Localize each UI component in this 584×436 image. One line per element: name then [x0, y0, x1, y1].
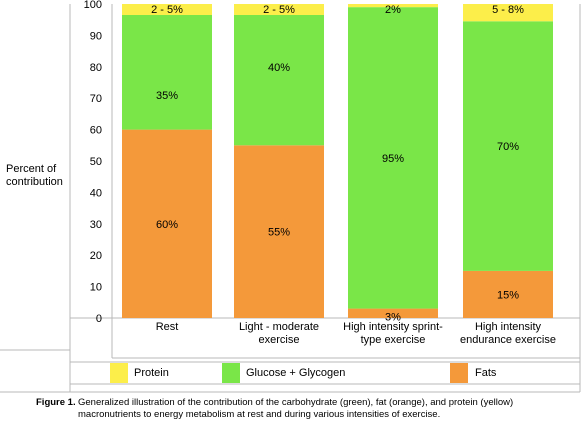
y-tick-label: 50: [90, 156, 102, 168]
bars-group: [122, 4, 553, 318]
bar-data-label: 70%: [497, 141, 519, 153]
bar-data-label: 40%: [268, 62, 290, 74]
category-label-light-moderate-exercise: Light - moderate exercise: [238, 321, 320, 346]
bar-data-label: 55%: [268, 227, 290, 239]
bar-protein: [122, 4, 212, 15]
bar-fats: [234, 145, 324, 318]
y-tick-labels: 0 10 20 30 40 50 60 70 80 90 100: [84, 0, 102, 325]
bar-data-label: 35%: [156, 90, 178, 102]
bar-labels-group: 60% 35% 2 - 5% 55% 40% 2 - 5% 3% 95% 2% 15% 70% 5 -…: [151, 4, 524, 324]
bar-data-label: 95%: [382, 153, 404, 165]
legend-label-protein: Protein: [134, 367, 169, 379]
legend: [110, 363, 468, 383]
figure-caption: Figure 1. Generalized illustration of th…: [36, 397, 578, 421]
category-label-high-intensity-endurance-exercise: High intensity endurance exercise: [459, 321, 556, 346]
bar-glucose-glycogen: [234, 14, 324, 146]
y-tick-label: 30: [90, 219, 102, 231]
bar-data-label: 3%: [385, 312, 401, 324]
bar-data-label: 60%: [156, 219, 178, 231]
bar-glucose-glycogen: [463, 21, 553, 271]
y-tick-label: 80: [90, 62, 102, 74]
legend-label-fats: Fats: [475, 367, 497, 379]
bar-data-label: 15%: [497, 289, 519, 301]
category-label-high-intensity-sprint-type-exercise: High intensity sprint-type exercise: [343, 321, 443, 346]
bar-data-label: 5 - 8%: [492, 4, 524, 16]
bar-glucose-glycogen: [122, 14, 212, 130]
bar-protein: [463, 4, 553, 22]
category-label-rest: Rest: [155, 321, 179, 333]
y-tick-label: 90: [90, 30, 102, 42]
bar-data-label: 2 - 5%: [263, 4, 295, 16]
bar-fats: [463, 270, 553, 318]
bar-fats: [122, 129, 212, 318]
bar-data-label: 2%: [385, 4, 401, 16]
bar-fats: [348, 308, 438, 318]
y-tick-label: 60: [90, 125, 102, 137]
figure-caption-label: Figure 1.: [36, 397, 76, 408]
bar-data-label: 2 - 5%: [151, 4, 183, 16]
figure-caption-text: Generalized illustration of the contribu…: [78, 397, 514, 420]
y-tick-label: 10: [90, 282, 102, 294]
y-tick-label: 20: [90, 250, 102, 262]
bar-protein: [348, 4, 438, 8]
legend-swatch-glucose-glycogen: [222, 363, 240, 383]
legend-swatch-fats: [450, 363, 468, 383]
legend-swatch-protein: [110, 363, 128, 383]
y-tick-label: 40: [90, 187, 102, 199]
y-tick-label: 70: [90, 93, 102, 105]
bar-protein: [234, 4, 324, 15]
y-tick-label: 100: [84, 0, 102, 11]
bar-glucose-glycogen: [348, 7, 438, 309]
y-axis-label: Percent of contribution: [6, 163, 63, 188]
y-tick-label: 0: [96, 313, 102, 325]
legend-label-glucose-glycogen: Glucose + Glycogen: [246, 367, 346, 379]
